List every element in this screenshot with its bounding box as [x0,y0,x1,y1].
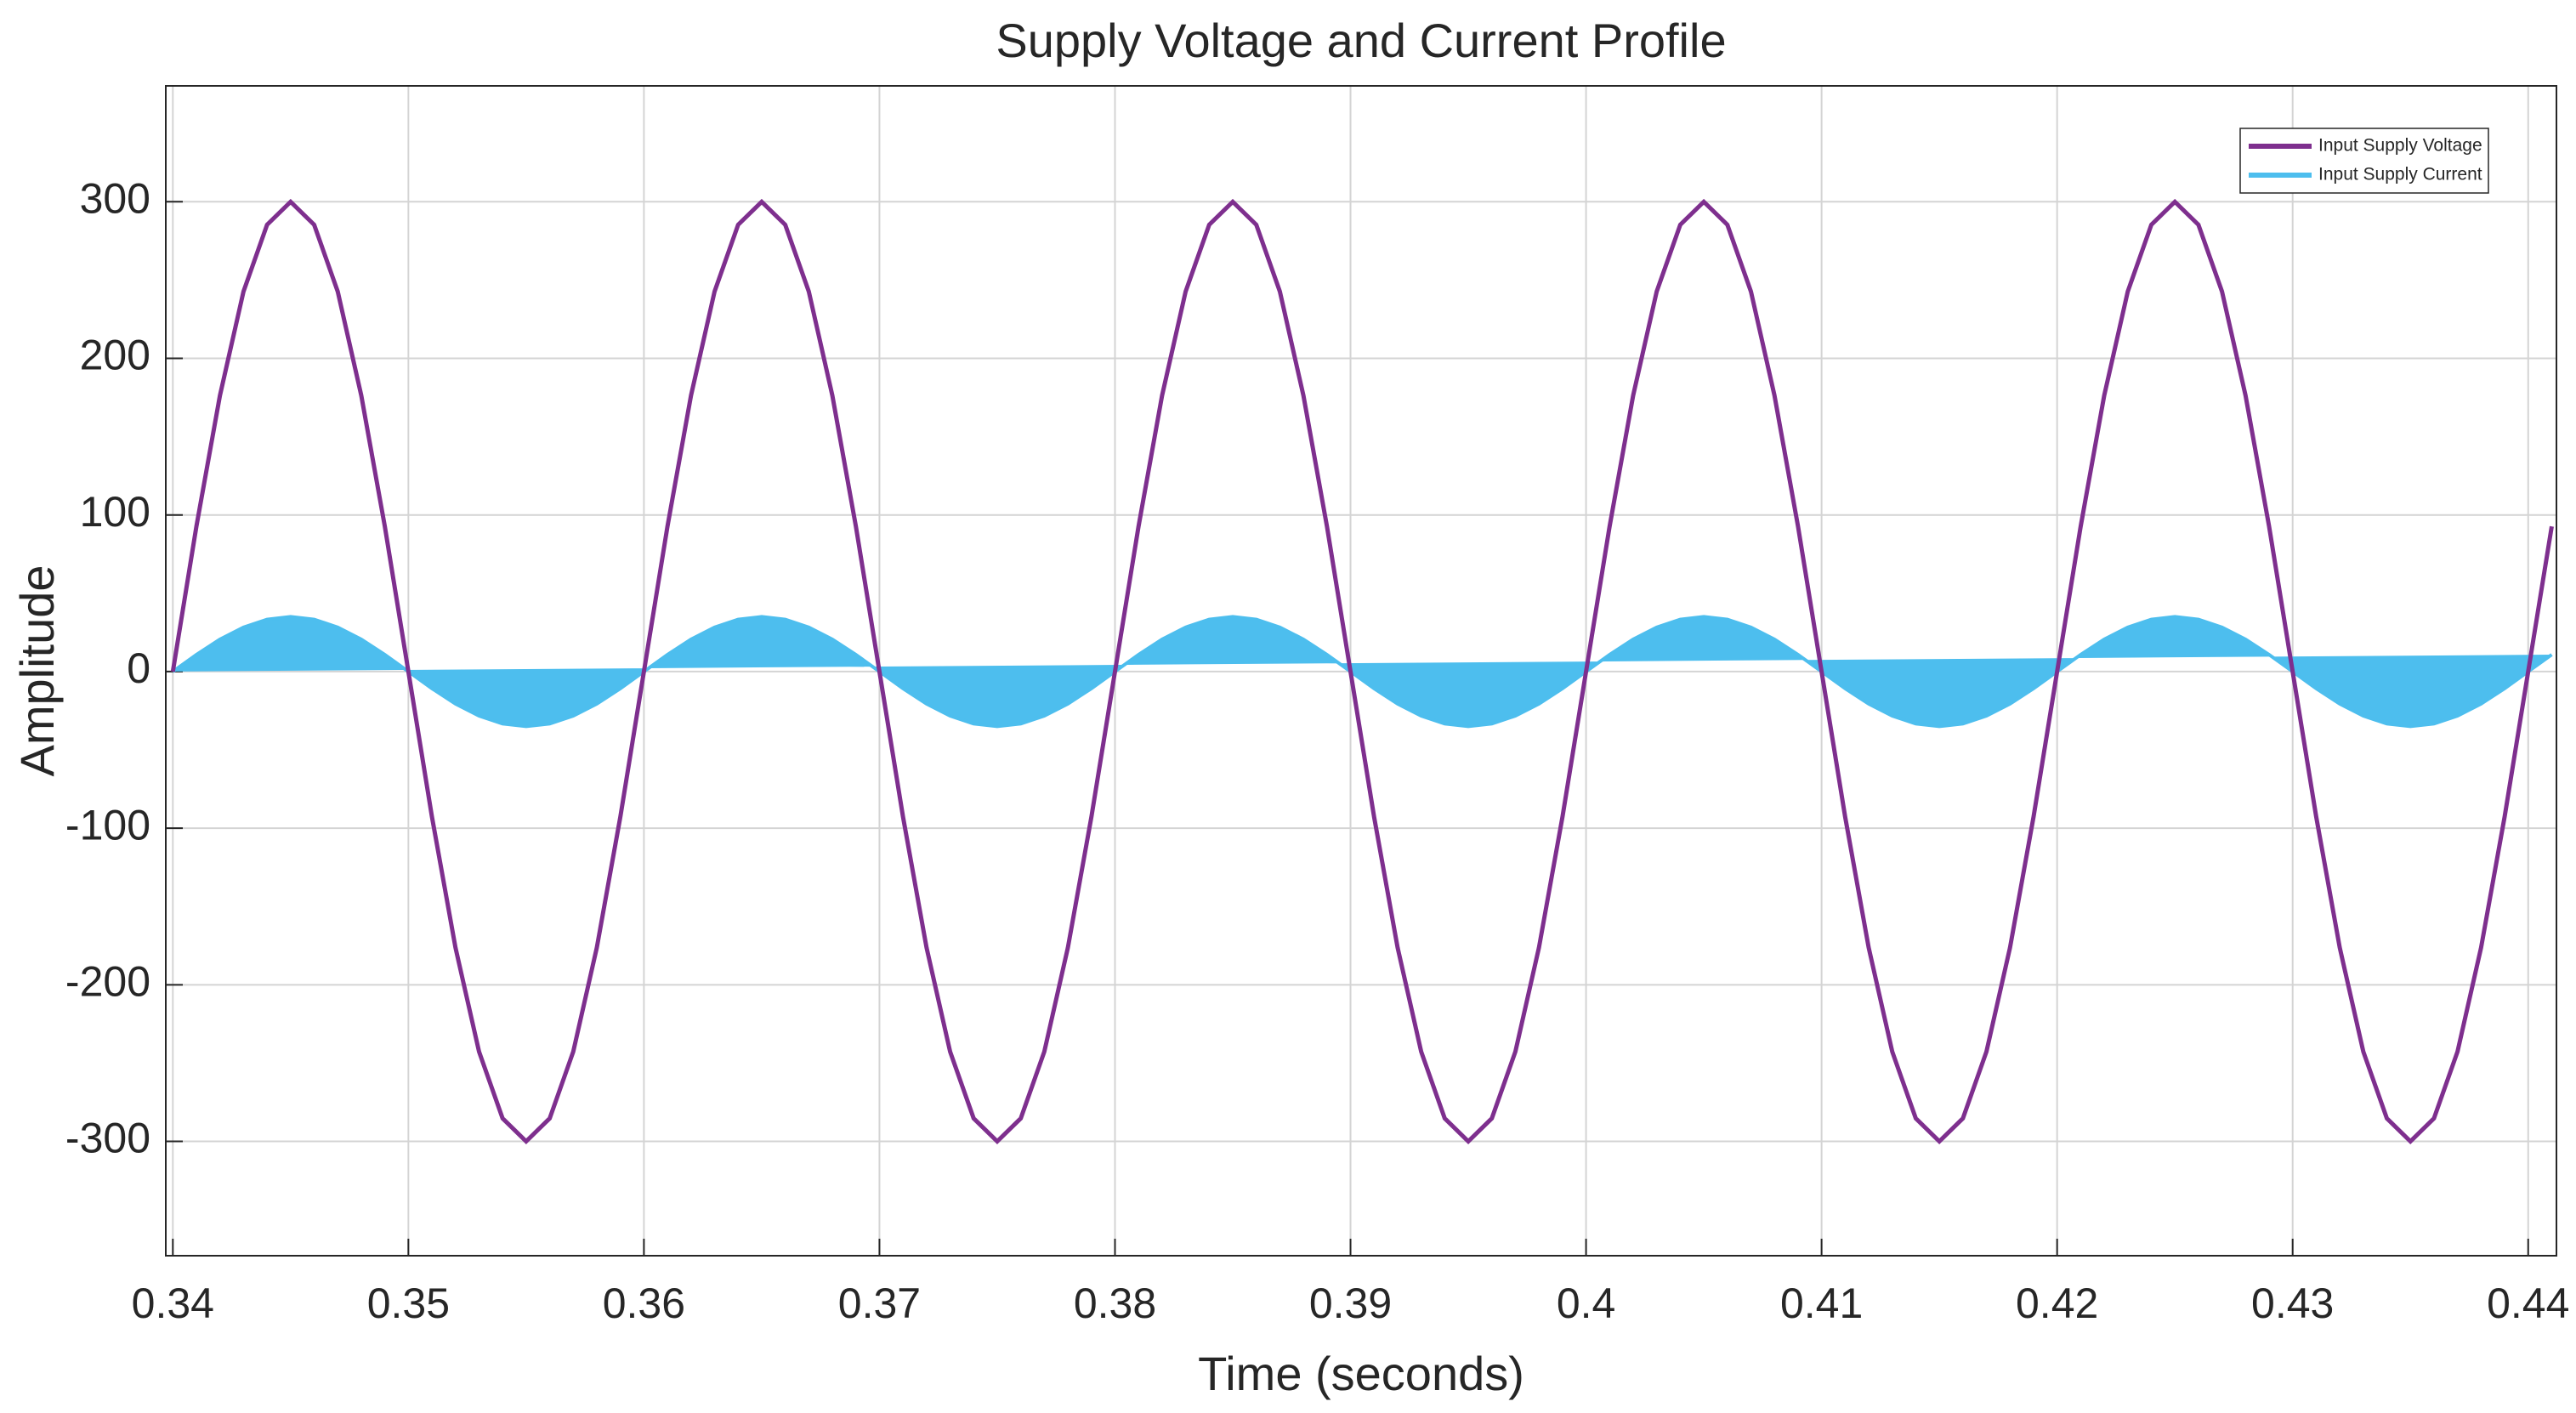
y-tick-label: -100 [65,801,150,848]
y-axis-label: Amplitude [10,565,64,776]
x-tick-label: 0.4 [1557,1280,1616,1327]
x-tick-label: 0.41 [1780,1280,1863,1327]
x-tick-label: 0.36 [603,1280,685,1327]
legend-box [2239,128,2489,194]
x-tick-label: 0.43 [2251,1280,2334,1327]
x-tick-label: 0.34 [132,1280,214,1327]
y-tick-label: -200 [65,958,150,1006]
legend: Input Supply Voltage Input Supply Current [2239,128,2489,194]
x-tick-label: 0.38 [1074,1280,1156,1327]
legend-label: Input Supply Voltage [2318,136,2482,156]
x-tick-label: 0.35 [367,1280,450,1327]
x-tick-label: 0.37 [838,1280,921,1327]
legend-label: Input Supply Current [2318,165,2482,184]
chart-title: Supply Voltage and Current Profile [996,14,1726,67]
axes-box [165,85,2557,1257]
y-tick-label: 200 [80,332,150,379]
y-tick-label: 100 [80,488,150,536]
series-layer [170,198,2554,1145]
grid: 0.34 0.35 0.36 0.37 0.38 0.39 0.4 0.41 0.42 0.43 0… [65,86,2569,1327]
series-line [170,198,2554,1145]
series-area [172,615,2553,729]
y-tick-label: -300 [65,1115,150,1162]
x-tick-label: 0.39 [1309,1280,1392,1327]
x-axis-label: Time (seconds) [1198,1347,1524,1400]
y-tick-label: 0 [127,644,150,692]
y-tick-label: 300 [80,175,150,223]
x-tick-label: 0.42 [2016,1280,2098,1327]
x-tick-label: 0.44 [2487,1280,2569,1327]
